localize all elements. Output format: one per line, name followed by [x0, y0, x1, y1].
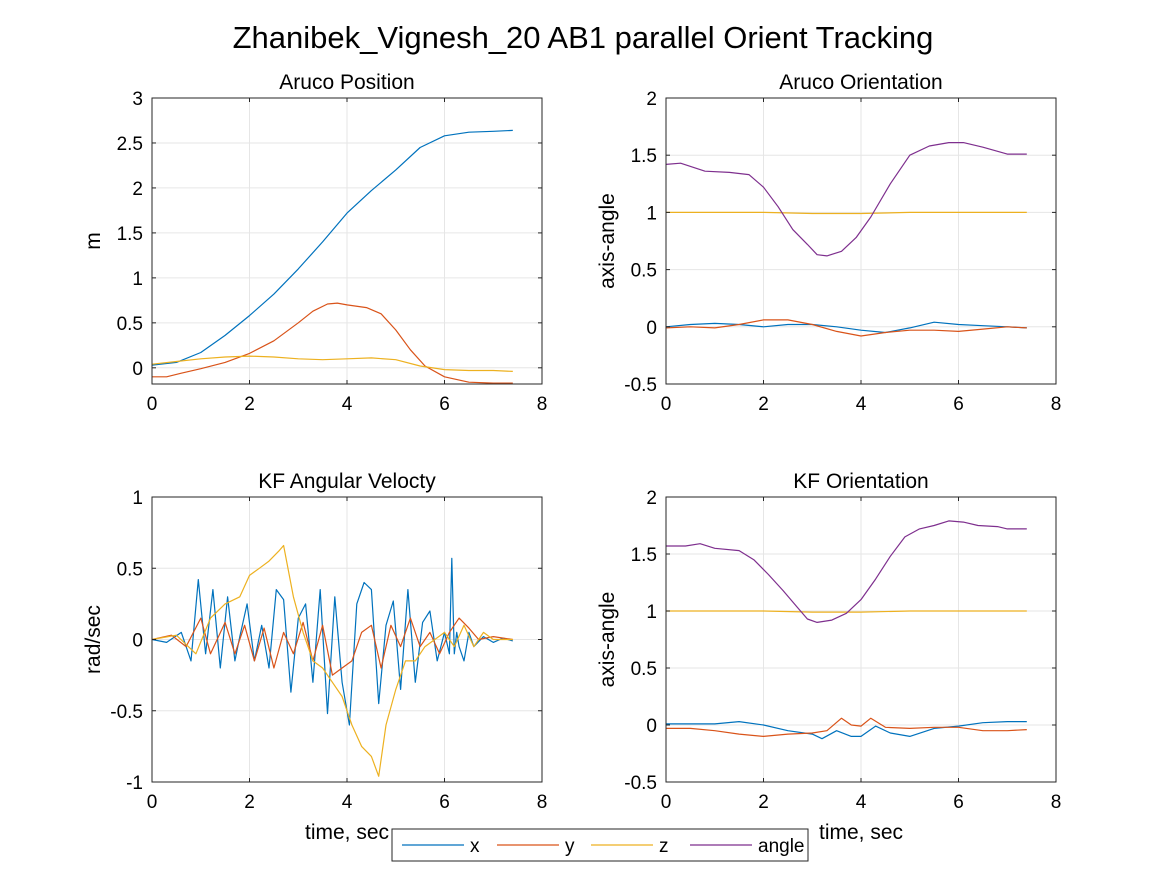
y-tick-label: 1: [646, 602, 657, 623]
subplot-grid: 0 2 4 6 8 0 0.5 1 1.5 2 2.5 3 Aruco Position m 0 2 4 6 8 -0…: [82, 71, 1061, 844]
series-line-angle: [666, 520, 1027, 624]
y-axis-label: axis-angle: [596, 592, 619, 688]
subplot-title: Aruco Position: [279, 71, 414, 94]
series-line-y: [666, 717, 1027, 738]
x-tick-label: 4: [342, 394, 353, 415]
y-tick-label: 3: [132, 89, 143, 110]
x-axis-label: time, sec: [305, 821, 389, 844]
series-line-x: [152, 557, 513, 726]
y-tick-label: 0: [132, 359, 143, 380]
x-axis-label: time, sec: [819, 821, 903, 844]
x-tick-label: 8: [537, 394, 548, 415]
subplot-title: KF Orientation: [793, 470, 928, 493]
x-tick-label: 6: [439, 792, 450, 813]
y-tick-label: 0.5: [631, 659, 657, 680]
x-tick-label: 8: [1051, 394, 1062, 415]
series-line-z: [666, 211, 1027, 215]
y-tick-label: 1: [646, 203, 657, 224]
y-tick-label: 0.5: [631, 261, 657, 282]
x-tick-label: 0: [661, 792, 672, 813]
y-tick-label: -0.5: [624, 375, 657, 396]
y-tick-label: 2.5: [117, 134, 143, 155]
x-tick-label: 6: [439, 394, 450, 415]
y-tick-label: 2: [646, 89, 657, 110]
legend-label-x: x: [470, 836, 480, 857]
y-axis-label: m: [82, 232, 105, 250]
x-tick-label: 2: [244, 394, 255, 415]
y-tick-label: 1.5: [631, 545, 657, 566]
series-line-angle: [666, 142, 1027, 257]
x-tick-label: 6: [953, 394, 964, 415]
y-tick-label: -1: [126, 773, 143, 794]
x-tick-label: 2: [244, 792, 255, 813]
y-axis-label: axis-angle: [596, 193, 619, 289]
y-tick-label: -0.5: [624, 773, 657, 794]
subplot-title: KF Angular Velocty: [258, 470, 436, 493]
y-tick-label: 1.5: [117, 224, 143, 245]
subplot-kf-angular-velocity: 0 2 4 6 8 -1 -0.5 0 0.5 1 KF Angular Velocty time, …: [82, 470, 547, 844]
x-tick-label: 0: [661, 394, 672, 415]
legend: x y z angle: [391, 828, 809, 862]
x-tick-label: 6: [953, 792, 964, 813]
x-tick-label: 4: [856, 792, 867, 813]
x-tick-label: 8: [537, 792, 548, 813]
legend-label-y: y: [565, 836, 575, 857]
figure-title: Zhanibek_Vignesh_20 AB1 parallel Orient …: [233, 20, 934, 55]
subplot-aruco-position: 0 2 4 6 8 0 0.5 1 1.5 2 2.5 3 Aruco Position m: [82, 71, 547, 415]
y-tick-label: 0.5: [117, 559, 143, 580]
x-tick-label: 0: [147, 792, 158, 813]
series-line-y: [666, 319, 1027, 337]
series-line-z: [152, 544, 513, 777]
series-line-x: [666, 321, 1027, 334]
x-tick-label: 2: [758, 792, 769, 813]
subplot-title: Aruco Orientation: [779, 71, 942, 94]
y-tick-label: 1.5: [631, 146, 657, 167]
y-tick-label: 0: [646, 716, 657, 737]
y-tick-label: 0.5: [117, 314, 143, 335]
series-line-z: [152, 355, 513, 372]
legend-label-angle: angle: [758, 836, 805, 857]
series-line-y: [152, 302, 513, 384]
x-tick-label: 4: [856, 394, 867, 415]
y-tick-label: 1: [132, 269, 143, 290]
series-line-x: [666, 720, 1027, 740]
x-tick-label: 2: [758, 394, 769, 415]
y-tick-label: 0: [132, 631, 143, 652]
y-axis-label: rad/sec: [82, 605, 105, 674]
y-tick-label: 0: [646, 318, 657, 339]
x-tick-label: 4: [342, 792, 353, 813]
series-line-y: [152, 617, 513, 676]
legend-label-z: z: [659, 836, 669, 857]
series-line-x: [152, 129, 513, 366]
x-tick-label: 8: [1051, 792, 1062, 813]
y-tick-label: 2: [132, 179, 143, 200]
y-tick-label: -0.5: [110, 702, 143, 723]
y-tick-label: 2: [646, 488, 657, 509]
series-line-z: [666, 610, 1027, 613]
x-tick-label: 0: [147, 394, 158, 415]
y-tick-label: 1: [132, 488, 143, 509]
